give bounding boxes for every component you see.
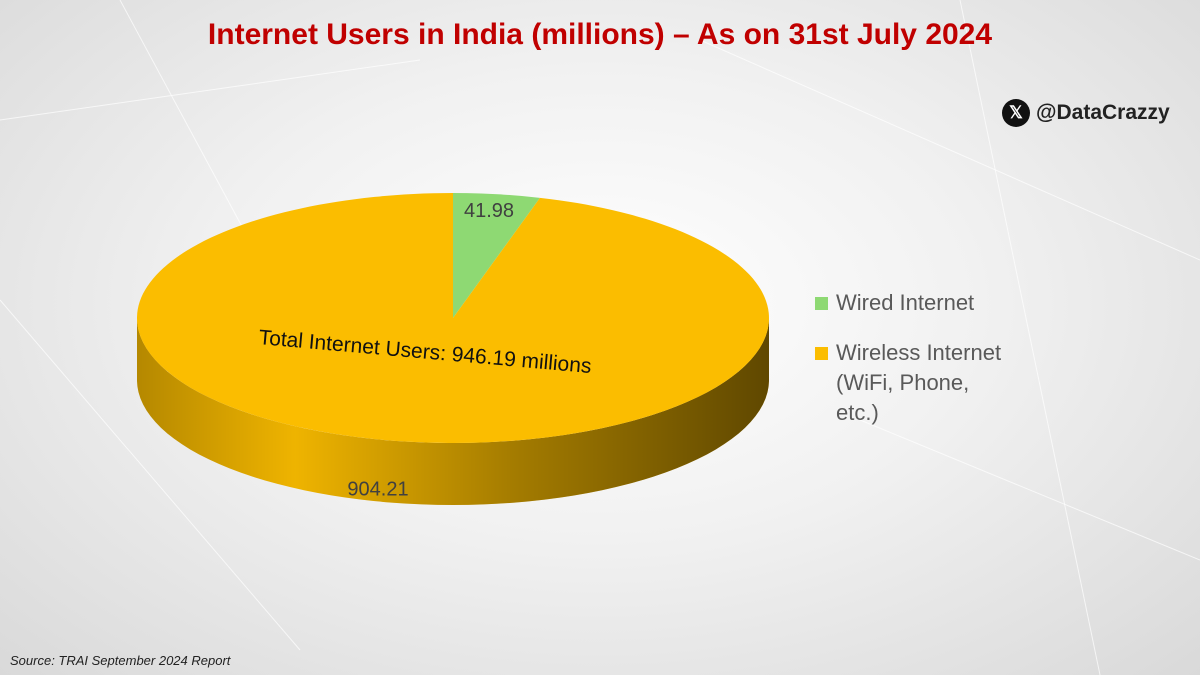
legend-label: Wireless Internet (WiFi, Phone, etc.) — [836, 340, 1002, 425]
side-shade — [137, 318, 769, 505]
pie-slice — [453, 193, 540, 318]
legend-label: Wired Internet — [836, 290, 975, 315]
handle-text: @DataCrazzy — [1036, 101, 1170, 124]
data-label: 904.21 — [347, 478, 408, 500]
data-label: 41.98 — [464, 200, 514, 222]
legend: Wired Internet Wireless Internet (WiFi, P… — [815, 288, 1015, 448]
legend-item: Wireless Internet (WiFi, Phone, etc.) — [815, 338, 1015, 428]
x-logo: 𝕏 — [1002, 99, 1030, 127]
legend-swatch — [815, 347, 828, 360]
source: Source: TRAI September 2024 Report — [10, 653, 231, 668]
handle: 𝕏 @DataCrazzy — [1002, 99, 1170, 127]
legend-swatch — [815, 297, 828, 310]
legend-item: Wired Internet — [815, 288, 1015, 318]
pie-slice — [136, 193, 769, 443]
chart-title: Internet Users in India (millions) – As … — [207, 18, 993, 51]
